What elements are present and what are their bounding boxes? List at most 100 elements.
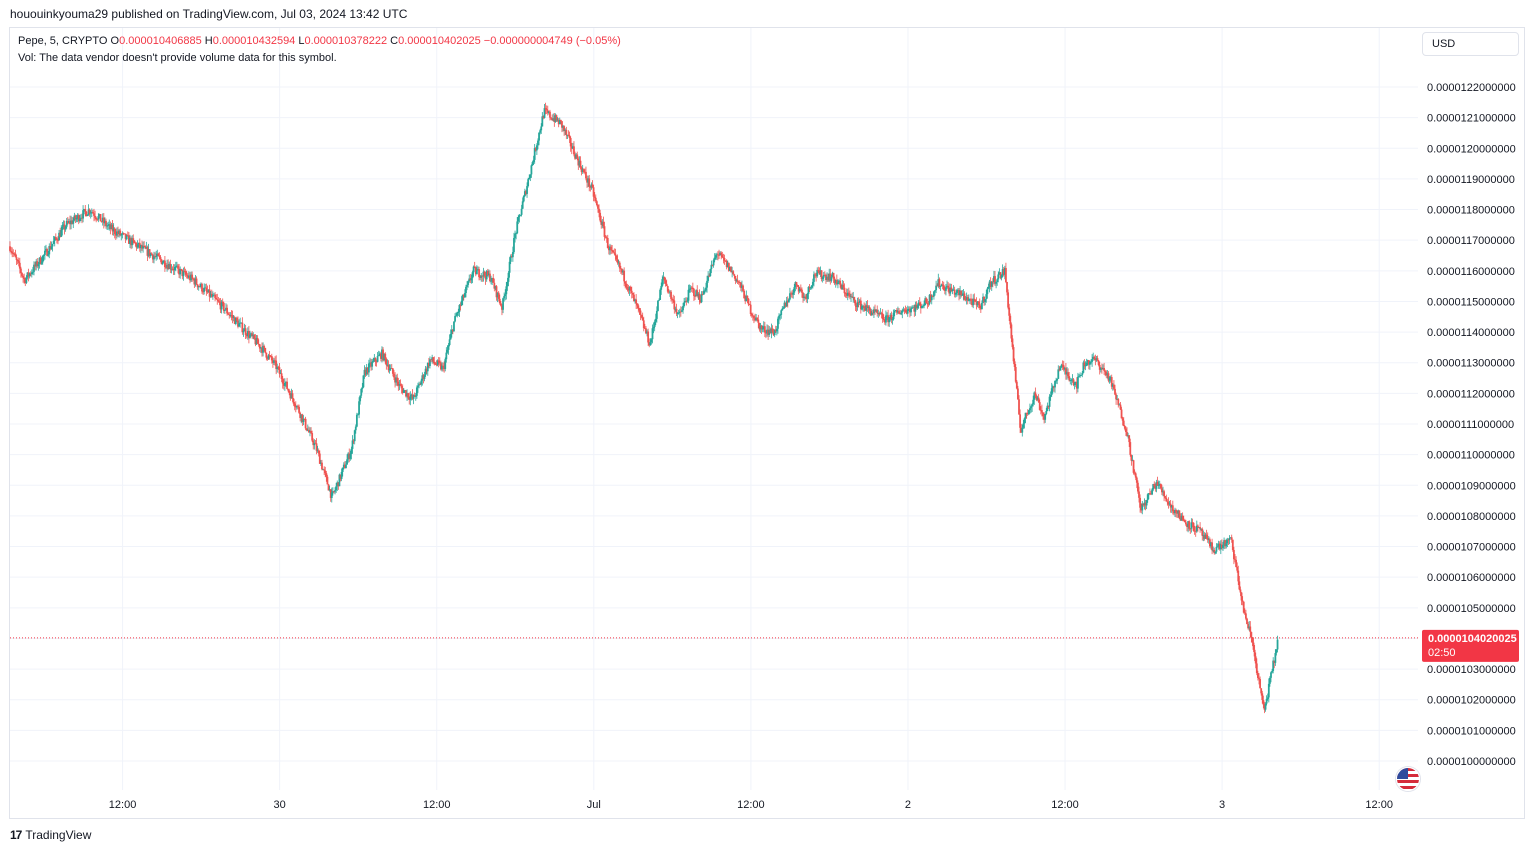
candle-body bbox=[1086, 360, 1089, 363]
candle-body bbox=[57, 240, 59, 242]
candle-body bbox=[783, 302, 786, 308]
candle-body bbox=[450, 329, 453, 334]
candle-body bbox=[624, 281, 627, 284]
candle-body bbox=[699, 299, 702, 303]
candle-body bbox=[934, 290, 936, 292]
candle-body bbox=[349, 454, 352, 459]
candle-body bbox=[691, 287, 694, 290]
candle-body bbox=[1243, 612, 1246, 614]
candle-body bbox=[757, 319, 760, 323]
candle-body bbox=[698, 293, 701, 300]
candle-body bbox=[449, 333, 452, 340]
candle-body bbox=[1167, 501, 1170, 505]
candle-body bbox=[1057, 369, 1060, 379]
candles bbox=[9, 102, 1279, 714]
candle-body bbox=[969, 298, 971, 300]
candle-body bbox=[315, 443, 318, 451]
candle-body bbox=[1081, 372, 1084, 375]
candle-body bbox=[844, 293, 847, 295]
candle-body bbox=[379, 353, 382, 359]
candle-body bbox=[386, 364, 389, 366]
candle-body bbox=[814, 274, 816, 276]
candle-body bbox=[342, 464, 345, 468]
candle-body bbox=[14, 253, 17, 258]
candle-body bbox=[1092, 356, 1095, 360]
candle-body bbox=[989, 281, 992, 287]
candle-body bbox=[1182, 520, 1185, 521]
candle-body bbox=[751, 315, 754, 317]
symbol-name[interactable]: Pepe, 5, CRYPTO bbox=[18, 35, 108, 47]
candle-body bbox=[155, 256, 158, 257]
candle-body bbox=[763, 326, 766, 333]
candle-body bbox=[859, 300, 862, 310]
candle-body bbox=[834, 280, 837, 284]
candle-body bbox=[87, 209, 90, 215]
candle-body bbox=[685, 301, 688, 302]
candle-body bbox=[18, 262, 21, 269]
candle-body bbox=[1269, 677, 1271, 684]
candle-body bbox=[222, 302, 225, 311]
candle-body bbox=[921, 305, 923, 309]
candle-body bbox=[85, 211, 88, 217]
candle-body bbox=[554, 115, 557, 122]
candle-body bbox=[614, 253, 617, 256]
candle-body bbox=[965, 297, 968, 300]
candle-body bbox=[1061, 364, 1064, 366]
candle-body bbox=[854, 300, 857, 306]
candle-body bbox=[1229, 537, 1232, 539]
y-tick-label: 0.0000121000000 bbox=[1427, 113, 1516, 125]
candle-body bbox=[810, 285, 813, 288]
candle-body bbox=[229, 315, 232, 316]
candle-body bbox=[1022, 423, 1025, 428]
candle-body bbox=[1260, 688, 1263, 694]
candle-body bbox=[570, 146, 573, 149]
candle-body bbox=[1245, 613, 1247, 619]
us-flag-icon[interactable] bbox=[1396, 767, 1420, 791]
candle-body bbox=[501, 305, 503, 310]
candle-body bbox=[41, 255, 44, 263]
candle-body bbox=[1194, 530, 1197, 532]
candle-body bbox=[870, 312, 873, 315]
candle-body bbox=[948, 287, 951, 294]
candle-body bbox=[1169, 503, 1172, 508]
candle-body bbox=[963, 293, 966, 300]
candle-body bbox=[868, 306, 871, 311]
candle-body bbox=[42, 254, 45, 256]
currency-selector[interactable]: USD bbox=[1422, 32, 1519, 56]
candle-body bbox=[422, 375, 425, 379]
candle-body bbox=[33, 264, 35, 272]
candle-body bbox=[417, 385, 419, 388]
candle-body bbox=[770, 328, 773, 334]
candle-body bbox=[1186, 524, 1188, 527]
candle-body bbox=[977, 301, 980, 304]
candle-body bbox=[1175, 509, 1177, 513]
candle-body bbox=[1271, 670, 1273, 673]
candle-body bbox=[943, 289, 946, 291]
candle-body bbox=[816, 269, 819, 277]
candle-body bbox=[585, 171, 587, 179]
candle-body bbox=[460, 300, 463, 306]
candle-body bbox=[1135, 477, 1138, 483]
candle-body bbox=[1174, 509, 1176, 514]
tradingview-logo[interactable]: 17 TradingView bbox=[10, 828, 91, 842]
candle-body bbox=[225, 307, 227, 310]
candle-body bbox=[226, 307, 228, 314]
candle-body bbox=[542, 116, 545, 118]
candle-body bbox=[1239, 589, 1242, 593]
candle-body bbox=[877, 313, 880, 314]
candle-body bbox=[711, 264, 714, 266]
candle-body bbox=[519, 214, 522, 216]
candle-body bbox=[832, 272, 835, 279]
candle-body bbox=[1123, 426, 1126, 429]
candle-body bbox=[373, 358, 376, 361]
candle-body bbox=[131, 238, 134, 246]
candle-body bbox=[28, 273, 31, 277]
candle-body bbox=[273, 360, 275, 364]
candle-body bbox=[429, 359, 431, 366]
candle-body bbox=[650, 339, 653, 343]
candle-body bbox=[595, 201, 598, 206]
candle-body bbox=[100, 221, 103, 223]
candle-body bbox=[1097, 360, 1100, 365]
candle-body bbox=[1049, 394, 1052, 397]
